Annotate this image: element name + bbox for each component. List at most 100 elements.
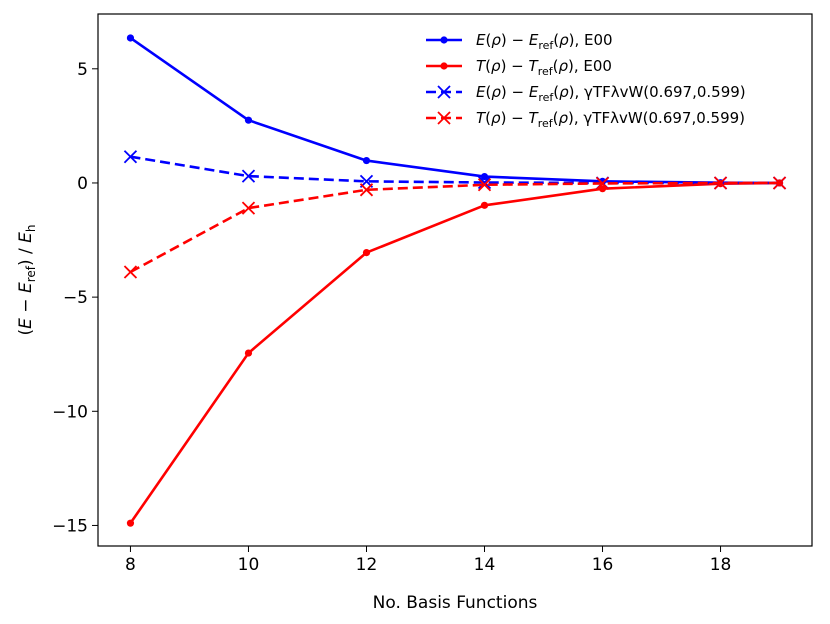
x-marker-stroke (595, 176, 610, 191)
x-marker-stroke (477, 175, 492, 190)
legend-part: ρ (491, 57, 501, 75)
x-marker-stroke (477, 178, 492, 192)
x-marker-stroke (123, 265, 138, 279)
legend-part: ρ (491, 109, 501, 127)
legend-part: T (529, 57, 540, 75)
legend-part: ρ (559, 31, 569, 49)
data-point (477, 175, 492, 190)
data-point (480, 172, 489, 181)
y-label-part: E (16, 232, 36, 243)
legend-part: T (476, 109, 487, 127)
data-point (126, 34, 135, 42)
y-tick-label: −10 (52, 402, 88, 422)
legend-part: ( (553, 57, 559, 75)
y-label-part: E (16, 282, 36, 293)
y-tick-label: 0 (77, 174, 88, 194)
x-marker-stroke (437, 85, 451, 99)
legend-part: ( (485, 57, 491, 75)
series (123, 176, 787, 279)
legend-part: ) − (501, 109, 529, 127)
legend-part: ρ (491, 31, 501, 49)
legend-part: ρ (491, 83, 501, 101)
data-point (713, 176, 728, 190)
data-point (241, 201, 256, 215)
legend-sub: ref (538, 117, 554, 130)
legend-label: E(ρ) − Eref(ρ), E00 (476, 31, 613, 52)
data-point (440, 62, 448, 70)
legend-entry: T(ρ) − Tref(ρ), γTFλvW(0.697,0.599) (426, 109, 745, 130)
legend-part: T (476, 57, 487, 75)
legend-part: ), γTFλvW(0.697,0.599) (569, 83, 746, 101)
x-marker-stroke (241, 201, 256, 215)
x-tick-label: 18 (710, 555, 732, 575)
data-point (244, 349, 253, 357)
data-point (362, 249, 371, 257)
legend-part: E (476, 31, 486, 49)
legend-sub: ref (538, 65, 554, 78)
data-point (437, 111, 451, 125)
y-axis-label-text: (E − Eref) / Eh (16, 224, 38, 335)
x-marker-stroke (359, 183, 374, 197)
legend-part: ( (485, 109, 491, 127)
legend-part: ), E00 (569, 31, 613, 49)
data-point (244, 116, 253, 124)
data-point (241, 169, 256, 183)
x-marker-stroke (123, 150, 138, 164)
data-point (772, 176, 787, 190)
y-label-part: E (16, 318, 36, 329)
series-layer (123, 34, 787, 527)
y-tick-label: 5 (77, 60, 88, 80)
x-marker-stroke (437, 111, 451, 125)
legend-part: ) − (501, 57, 529, 75)
legend-sub: ref (538, 39, 554, 52)
legend-part: ( (553, 83, 559, 101)
data-point (480, 201, 489, 209)
legend-part: ρ (558, 109, 568, 127)
y-axis-label: (E − Eref) / Eh (16, 224, 38, 335)
series (126, 179, 784, 527)
legend-part: E (529, 83, 539, 101)
y-label-sub: h (24, 224, 38, 232)
x-tick-label: 12 (356, 555, 378, 575)
legend-part: ρ (558, 57, 568, 75)
legend-part: ), γTFλvW(0.697,0.599) (568, 109, 745, 127)
x-marker-stroke (713, 176, 728, 190)
legend-entry: E(ρ) − Eref(ρ), E00 (426, 31, 613, 52)
x-marker-stroke (772, 176, 787, 190)
y-tick-label: −5 (63, 288, 88, 308)
legend-part: ρ (559, 83, 569, 101)
legend-part: ( (553, 31, 559, 49)
legend-part: ( (553, 109, 559, 127)
data-point (598, 185, 607, 193)
legend-label: T(ρ) − Tref(ρ), γTFλvW(0.697,0.599) (476, 109, 745, 130)
data-point (126, 519, 135, 527)
data-point (362, 156, 371, 165)
axes-layer: 8 10 12 14 16 18 5 0 −5 −10 −15 (52, 60, 731, 575)
legend-part: ( (485, 31, 491, 49)
series-line (129, 181, 780, 524)
legend-label: T(ρ) − Tref(ρ), E00 (476, 57, 612, 78)
data-point (477, 178, 492, 192)
x-axis-label: No. Basis Functions (373, 593, 538, 613)
x-tick-label: 14 (474, 555, 496, 575)
legend-sub: ref (538, 91, 554, 104)
x-marker-stroke (241, 169, 256, 183)
legend-part: T (529, 109, 540, 127)
plot-frame (97, 13, 813, 547)
data-point (123, 265, 138, 279)
y-tick-label: −15 (52, 516, 88, 536)
data-point (359, 183, 374, 197)
legend-label: E(ρ) − Eref(ρ), γTFλvW(0.697,0.599) (476, 83, 746, 104)
legend-part: E (529, 31, 539, 49)
data-point (437, 85, 451, 99)
data-point (123, 150, 138, 164)
y-label-part: − (16, 293, 36, 318)
series-line (130, 155, 780, 185)
legend-part: ) − (501, 83, 529, 101)
legend-entry: T(ρ) − Tref(ρ), E00 (426, 57, 612, 78)
legend-part: ), E00 (568, 57, 612, 75)
y-label-part: ) / (16, 243, 36, 266)
data-point (595, 176, 610, 191)
